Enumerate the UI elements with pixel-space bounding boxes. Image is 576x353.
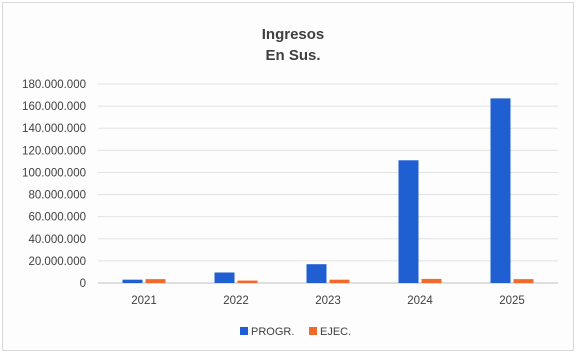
legend-swatch <box>309 327 317 335</box>
y-tick-label: 80.000.000 <box>28 190 86 202</box>
legend-label: EJEC. <box>320 326 351 338</box>
bar-ejec-2024 <box>421 278 442 283</box>
y-axis-ticks: 0 20.000.000 40.000.000 60.000.000 80.000.00… <box>22 79 86 290</box>
x-tick-label: 2021 <box>131 295 157 307</box>
legend: PROGR. EJEC. <box>240 326 351 338</box>
y-tick-label: 40.000.000 <box>28 234 86 246</box>
x-tick-label: 2025 <box>499 295 525 307</box>
bar-progr-2023 <box>306 264 327 283</box>
bar-progr-2024 <box>398 160 419 283</box>
y-tick-label: 160.000.000 <box>22 101 86 113</box>
y-tick-label: 180.000.000 <box>22 79 86 91</box>
bar-ejec-2025 <box>513 279 534 283</box>
legend-label: PROGR. <box>251 326 294 338</box>
bar-progr-2025 <box>490 98 511 283</box>
chart-title-line-1: Ingresos <box>262 26 325 43</box>
gridlines <box>98 83 558 284</box>
y-tick-label: 120.000.000 <box>22 145 86 157</box>
chart-title-line-2: En Sus. <box>265 47 320 64</box>
x-axis-ticks: 2021 2022 2023 2024 2025 <box>131 295 525 307</box>
y-tick-label: 140.000.000 <box>22 123 86 135</box>
y-tick-label: 20.000.000 <box>28 256 86 268</box>
y-tick-label: 60.000.000 <box>28 212 86 224</box>
bars <box>122 98 534 283</box>
bar-ejec-2023 <box>329 279 350 283</box>
y-tick-label: 100.000.000 <box>22 167 86 179</box>
x-tick-label: 2022 <box>223 295 249 307</box>
bar-ejec-2022 <box>237 280 258 283</box>
legend-swatch <box>240 327 248 335</box>
bar-progr-2021 <box>122 279 143 283</box>
x-tick-label: 2024 <box>407 295 433 307</box>
bar-ejec-2021 <box>145 279 166 283</box>
y-tick-label: 0 <box>80 278 86 290</box>
x-tick-label: 2023 <box>315 295 341 307</box>
bar-progr-2022 <box>214 272 235 283</box>
